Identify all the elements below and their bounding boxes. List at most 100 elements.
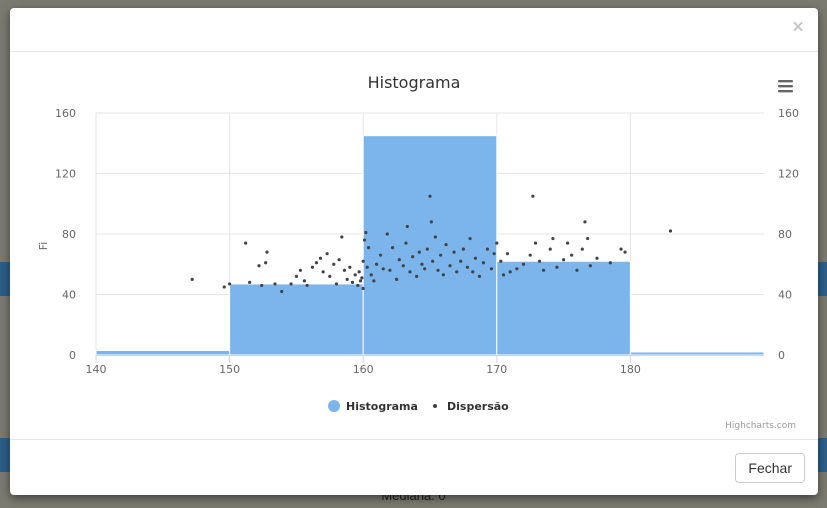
scatter-point[interactable]: [348, 265, 352, 269]
scatter-point[interactable]: [222, 285, 226, 289]
scatter-point[interactable]: [365, 265, 369, 269]
scatter-point[interactable]: [425, 247, 429, 251]
scatter-point[interactable]: [405, 224, 409, 229]
scatter-point[interactable]: [583, 220, 587, 224]
scatter-point[interactable]: [595, 256, 599, 260]
scatter-point[interactable]: [439, 253, 443, 257]
close-icon[interactable]: ×: [792, 17, 804, 38]
legend-item-histograma[interactable]: Histograma: [328, 400, 418, 413]
scatter-point[interactable]: [515, 267, 519, 271]
scatter-point[interactable]: [473, 256, 478, 260]
scatter-point[interactable]: [374, 262, 379, 266]
scatter-point[interactable]: [360, 276, 364, 280]
scatter-point[interactable]: [465, 265, 470, 269]
scatter-point[interactable]: [273, 282, 277, 286]
scatter-point[interactable]: [619, 247, 623, 251]
scatter-point[interactable]: [332, 262, 336, 266]
scatter-point[interactable]: [531, 194, 535, 198]
scatter-point[interactable]: [353, 273, 357, 277]
scatter-point[interactable]: [481, 261, 486, 265]
scatter-point[interactable]: [411, 255, 415, 259]
scatter-point[interactable]: [318, 256, 323, 260]
scatter-point[interactable]: [580, 247, 584, 251]
scatter-point[interactable]: [401, 264, 405, 268]
histogram-bar[interactable]: [496, 260, 631, 356]
scatter-point[interactable]: [369, 273, 373, 277]
scatter-point[interactable]: [441, 273, 445, 277]
scatter-point[interactable]: [408, 270, 412, 274]
scatter-point[interactable]: [428, 194, 432, 198]
scatter-point[interactable]: [265, 250, 269, 254]
fechar-button[interactable]: Fechar: [735, 453, 805, 483]
scatter-point[interactable]: [668, 229, 673, 233]
scatter-point[interactable]: [495, 241, 499, 245]
scatter-point[interactable]: [537, 259, 542, 263]
scatter-point[interactable]: [415, 274, 419, 278]
scatter-point[interactable]: [489, 267, 494, 271]
scatter-point[interactable]: [302, 279, 307, 283]
scatter-point[interactable]: [436, 268, 440, 272]
scatter-point[interactable]: [623, 250, 627, 254]
scatter-point[interactable]: [423, 267, 427, 271]
scatter-point[interactable]: [588, 264, 592, 268]
scatter-point[interactable]: [417, 250, 421, 254]
scatter-point[interactable]: [404, 241, 408, 245]
scatter-point[interactable]: [548, 247, 552, 251]
scatter-point[interactable]: [364, 230, 368, 235]
scatter-point[interactable]: [345, 277, 349, 281]
scatter-point[interactable]: [357, 270, 361, 274]
scatter-point[interactable]: [492, 252, 496, 256]
scatter-point[interactable]: [248, 280, 252, 284]
scatter-point[interactable]: [381, 267, 385, 271]
scatter-point[interactable]: [455, 270, 459, 274]
scatter-point[interactable]: [448, 264, 452, 268]
scatter-point[interactable]: [533, 241, 538, 245]
scatter-point[interactable]: [429, 220, 433, 224]
scatter-point[interactable]: [551, 236, 555, 241]
scatter-point[interactable]: [397, 258, 401, 262]
scatter-point[interactable]: [521, 262, 526, 266]
scatter-point[interactable]: [570, 253, 574, 257]
scatter-point[interactable]: [325, 252, 329, 256]
scatter-point[interactable]: [501, 273, 506, 277]
scatter-point[interactable]: [350, 280, 355, 284]
scatter-point[interactable]: [298, 268, 303, 272]
chart-credits[interactable]: Highcharts.com: [725, 421, 796, 431]
scatter-point[interactable]: [358, 279, 363, 283]
scatter-point[interactable]: [260, 283, 264, 288]
scatter-point[interactable]: [528, 253, 532, 257]
scatter-point[interactable]: [477, 274, 482, 278]
scatter-point[interactable]: [372, 279, 376, 283]
scatter-point[interactable]: [294, 274, 298, 278]
scatter-point[interactable]: [361, 259, 365, 263]
scatter-point[interactable]: [305, 283, 309, 288]
histogram-bar[interactable]: [95, 349, 231, 356]
scatter-point[interactable]: [471, 270, 475, 274]
scatter-point[interactable]: [459, 259, 463, 263]
scatter-point[interactable]: [361, 286, 365, 291]
scatter-point[interactable]: [378, 253, 383, 257]
histogram-bar[interactable]: [229, 283, 364, 356]
scatter-point[interactable]: [321, 270, 325, 274]
histogram-bar[interactable]: [629, 351, 765, 356]
scatter-point[interactable]: [190, 277, 194, 281]
scatter-point[interactable]: [608, 261, 612, 265]
scatter-point[interactable]: [575, 268, 579, 272]
histogram-bar[interactable]: [362, 135, 498, 356]
scatter-point[interactable]: [444, 242, 448, 247]
scatter-point[interactable]: [505, 252, 510, 256]
scatter-point[interactable]: [244, 241, 248, 245]
scatter-point[interactable]: [356, 283, 360, 288]
scatter-point[interactable]: [228, 282, 232, 286]
scatter-point[interactable]: [433, 235, 437, 239]
scatter-point[interactable]: [314, 261, 319, 265]
scatter-point[interactable]: [420, 262, 424, 266]
scatter-point[interactable]: [541, 268, 546, 272]
scatter-point[interactable]: [280, 289, 284, 294]
menu-icon[interactable]: [776, 78, 796, 94]
scatter-point[interactable]: [264, 261, 268, 265]
scatter-point[interactable]: [508, 270, 512, 274]
scatter-point[interactable]: [385, 232, 389, 236]
scatter-point[interactable]: [431, 259, 435, 263]
scatter-point[interactable]: [452, 250, 456, 254]
